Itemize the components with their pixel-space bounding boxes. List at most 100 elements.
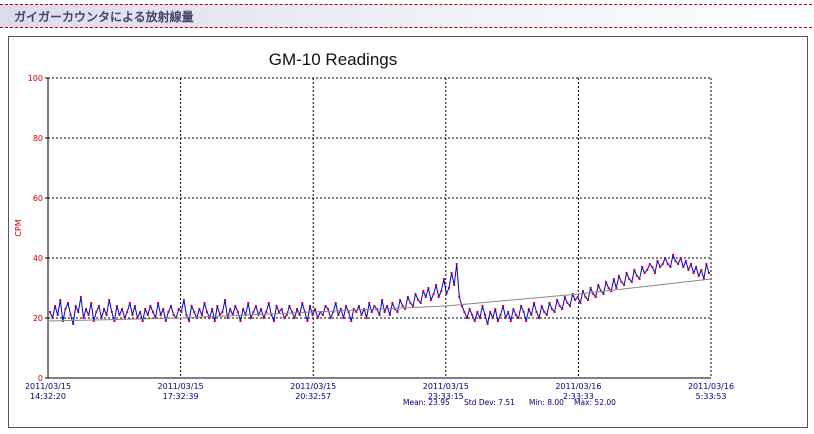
data-point	[473, 320, 476, 322]
data-point	[301, 302, 304, 304]
data-point	[188, 320, 190, 322]
data-point	[661, 263, 664, 265]
data-point	[95, 311, 98, 313]
data-point	[424, 296, 427, 298]
data-point	[172, 314, 175, 316]
data-point	[324, 305, 327, 307]
data-point	[278, 311, 281, 313]
data-point	[159, 314, 162, 316]
data-point	[74, 305, 77, 307]
data-point	[283, 317, 286, 319]
data-point	[123, 317, 126, 319]
data-point	[419, 302, 422, 304]
data-point	[391, 302, 394, 304]
data-point	[666, 263, 669, 265]
data-point	[334, 302, 337, 304]
trend-line	[47, 278, 712, 322]
data-point	[144, 308, 147, 310]
data-point	[427, 287, 430, 289]
data-point	[633, 269, 636, 271]
y-tick-label: 100	[28, 74, 43, 83]
data-point	[525, 320, 528, 322]
data-point	[414, 293, 417, 295]
data-point	[533, 302, 535, 304]
data-point	[128, 302, 131, 304]
data-point	[409, 302, 412, 304]
data-point	[64, 308, 67, 310]
data-point	[131, 314, 134, 316]
x-tick-label-time: 23:33:15	[428, 392, 464, 401]
data-point	[113, 320, 116, 322]
data-point	[502, 305, 505, 307]
data-point	[350, 320, 353, 322]
data-point	[365, 317, 368, 319]
data-point	[306, 320, 309, 322]
data-point	[100, 317, 103, 319]
data-point	[466, 317, 468, 319]
section-header: ガイガーカウンタによる放射線量	[0, 4, 812, 28]
data-point	[170, 305, 172, 307]
data-point	[218, 314, 221, 316]
data-point	[260, 308, 263, 310]
data-point	[610, 290, 613, 292]
data-point	[561, 308, 564, 310]
data-point	[664, 257, 667, 259]
data-point	[653, 272, 656, 274]
data-point	[352, 308, 355, 310]
data-point	[659, 266, 662, 268]
data-point	[422, 290, 425, 292]
data-point	[617, 275, 620, 277]
data-point	[535, 311, 538, 313]
data-point	[635, 275, 638, 277]
data-point	[669, 266, 672, 268]
data-point	[471, 314, 474, 316]
x-tick-label-date: 2011/03/15	[423, 382, 469, 391]
data-point	[383, 311, 386, 313]
data-point	[221, 311, 224, 313]
data-point	[136, 317, 139, 319]
data-point	[605, 281, 607, 283]
data-point	[342, 317, 345, 319]
series-line	[49, 253, 710, 325]
data-point	[285, 314, 288, 316]
x-tick-label-time: 5:33:53	[696, 392, 727, 401]
data-point	[180, 311, 183, 313]
data-point	[193, 311, 196, 313]
data-point	[195, 317, 198, 319]
data-point	[280, 308, 283, 310]
data-point	[646, 269, 649, 271]
stat-max: Max: 52.00	[574, 398, 616, 407]
data-point	[257, 314, 260, 316]
data-point	[406, 296, 409, 298]
x-tick-label-date: 2011/03/15	[290, 382, 336, 391]
data-point	[373, 305, 376, 307]
data-point	[82, 317, 85, 319]
data-point	[584, 296, 587, 298]
data-point	[455, 263, 458, 265]
data-point	[224, 299, 226, 301]
data-point	[499, 314, 502, 316]
data-point	[337, 314, 340, 316]
chart-title: GM-10 Readings	[269, 50, 398, 69]
data-point	[177, 308, 180, 310]
data-point	[262, 317, 265, 319]
data-point	[702, 278, 705, 280]
data-point	[494, 308, 497, 310]
data-point	[226, 317, 229, 319]
data-point	[651, 266, 654, 268]
y-tick-label: 0	[38, 374, 43, 383]
data-point	[141, 320, 144, 322]
data-point	[708, 272, 710, 274]
data-point	[522, 311, 525, 313]
data-point	[370, 311, 373, 313]
data-point	[396, 311, 399, 313]
y-tick-label: 60	[33, 194, 43, 203]
data-point	[273, 320, 275, 322]
data-point	[478, 317, 481, 319]
data-point	[115, 305, 118, 307]
x-tick-label-date: 2011/03/15	[158, 382, 204, 391]
data-point	[69, 314, 72, 316]
data-point	[162, 308, 165, 310]
data-point	[437, 296, 440, 298]
data-point	[97, 305, 100, 307]
